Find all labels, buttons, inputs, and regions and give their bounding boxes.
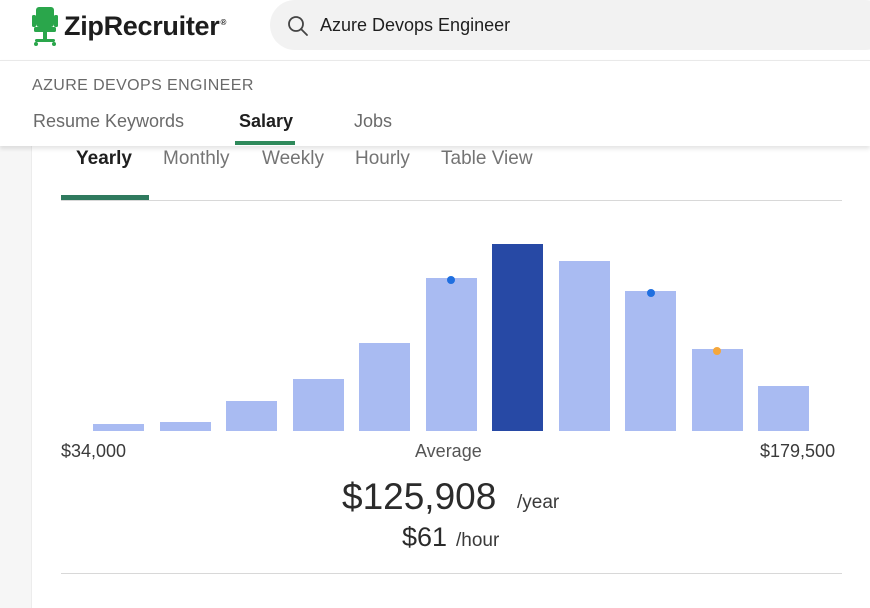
hourly-unit: /hour [456, 530, 500, 551]
job-title: AZURE DEVOPS ENGINEER [32, 77, 254, 94]
search-query: Azure Devops Engineer [320, 15, 511, 35]
percentile-marker [447, 276, 455, 284]
histogram-bar[interactable] [359, 343, 410, 431]
tab-monthly[interactable]: Monthly [163, 148, 230, 169]
tab-salary[interactable]: Salary [239, 111, 294, 131]
histogram-bar[interactable] [758, 386, 809, 431]
average-yearly-salary: $125,908 [342, 476, 497, 517]
range-max-label: $179,500 [760, 441, 836, 461]
histogram-bar[interactable] [625, 291, 676, 431]
tab-jobs[interactable]: Jobs [354, 111, 393, 131]
percentile-marker [647, 289, 655, 297]
period-tab-indicator [61, 195, 149, 200]
histogram-bar[interactable] [692, 349, 743, 431]
histogram-bar[interactable] [93, 424, 144, 431]
top-header: ZipRecruiter® Azure Devops Engineer [0, 0, 870, 60]
percentile-marker [713, 347, 721, 355]
histogram-bar[interactable] [492, 244, 543, 431]
tab-weekly[interactable]: Weekly [262, 148, 324, 169]
active-tab-indicator [235, 141, 295, 145]
histogram-bar[interactable] [426, 278, 477, 431]
ziprecruiter-logo[interactable]: ZipRecruiter® [30, 4, 226, 48]
chair-logo-icon [32, 7, 58, 46]
job-subnav: AZURE DEVOPS ENGINEER Resume Keywords Sa… [0, 60, 870, 146]
search-input[interactable]: Azure Devops Engineer [270, 0, 870, 50]
average-hourly-salary: $61 [402, 522, 448, 552]
yearly-unit: /year [517, 492, 560, 513]
tab-hourly[interactable]: Hourly [355, 148, 410, 169]
histogram-bar[interactable] [293, 379, 344, 431]
logo-wordmark: ZipRecruiter® [64, 10, 227, 41]
histogram-bar[interactable] [226, 401, 277, 431]
period-tab-divider [61, 200, 842, 201]
average-label: Average [415, 441, 482, 461]
range-min-label: $34,000 [61, 441, 127, 461]
histogram-bar[interactable] [160, 422, 211, 431]
section-divider [61, 573, 842, 574]
tab-yearly[interactable]: Yearly [76, 148, 132, 169]
left-gutter [0, 146, 32, 608]
tab-table-view[interactable]: Table View [441, 148, 533, 169]
tab-resume-keywords[interactable]: Resume Keywords [33, 111, 185, 131]
search-icon [288, 16, 308, 36]
histogram-bar[interactable] [559, 261, 610, 431]
